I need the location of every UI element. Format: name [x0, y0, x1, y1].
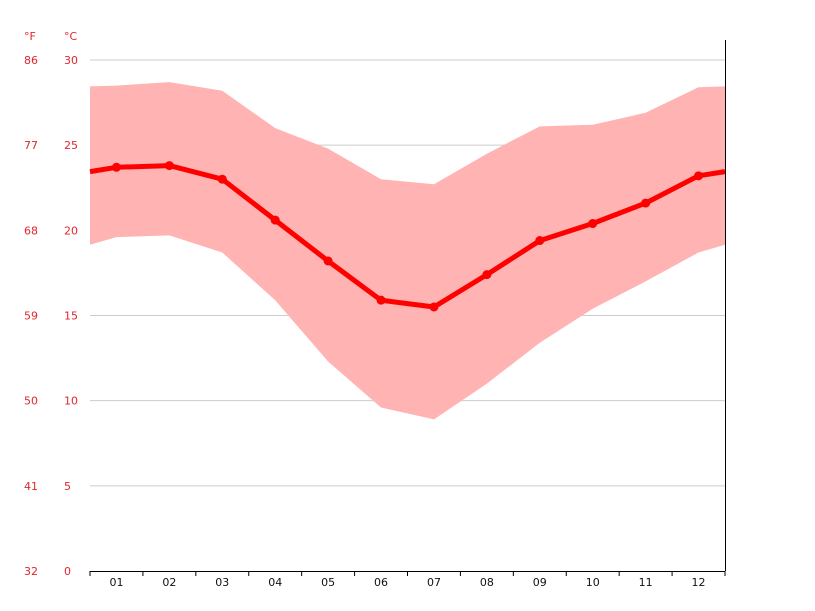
data-point-06: [376, 295, 386, 305]
y-tick-label-f: 68: [24, 224, 38, 237]
y-tick-label-c: 20: [64, 224, 78, 237]
average-temperature-series: [89, 161, 726, 312]
temperature-range-band: [90, 82, 725, 420]
y-axis-celsius: 0 5 10 15 20 25 30: [64, 54, 78, 578]
x-tick-label: 07: [427, 576, 441, 589]
y-tick-label-f: 77: [24, 139, 38, 152]
x-tick-label: 05: [321, 576, 335, 589]
y-tick-label-c: 10: [64, 395, 78, 408]
y-tick-label-f: 50: [24, 395, 38, 408]
x-tick-label: 12: [692, 576, 706, 589]
y-axis-fahrenheit: 32 41 50 59 68 77 86: [24, 54, 38, 578]
y-tick-label-f: 86: [24, 54, 38, 67]
fahrenheit-unit-label: °F: [24, 30, 36, 43]
data-point-08: [482, 270, 492, 280]
x-tick-label: 08: [480, 576, 494, 589]
y-tick-label-c: 5: [64, 480, 71, 493]
x-tick-label: 04: [268, 576, 282, 589]
data-point-04: [270, 215, 280, 225]
y-tick-label-f: 41: [24, 480, 38, 493]
series-line: [89, 163, 726, 310]
y-tick-label-c: 15: [64, 310, 78, 323]
x-tick-label: 11: [639, 576, 653, 589]
y-tick-label-c: 25: [64, 139, 78, 152]
y-tick-label-c: 30: [64, 54, 78, 67]
data-point-03: [217, 174, 227, 184]
x-tick-label: 10: [586, 576, 600, 589]
data-point-11: [641, 198, 651, 208]
data-point-07: [429, 302, 439, 312]
data-point-01: [111, 162, 121, 172]
data-point-12: [694, 171, 704, 181]
x-axis-months: 01 02 03 04 05 06 07 08 09 10 11 12: [109, 576, 705, 589]
y-tick-label-f: 59: [24, 310, 38, 323]
x-tick-label: 09: [533, 576, 547, 589]
data-point-10: [588, 219, 598, 229]
x-tick-label: 06: [374, 576, 388, 589]
x-tick-label: 03: [215, 576, 229, 589]
data-point-09: [535, 236, 545, 246]
data-point-05: [323, 256, 333, 266]
y-tick-label-f: 32: [24, 565, 38, 578]
x-tick-label: 02: [162, 576, 176, 589]
y-tick-label-c: 0: [64, 565, 71, 578]
range-band: [90, 82, 725, 420]
data-point-02: [164, 161, 174, 171]
x-tick-label: 01: [109, 576, 123, 589]
axes: [89, 40, 726, 576]
celsius-unit-label: °C: [64, 30, 78, 43]
